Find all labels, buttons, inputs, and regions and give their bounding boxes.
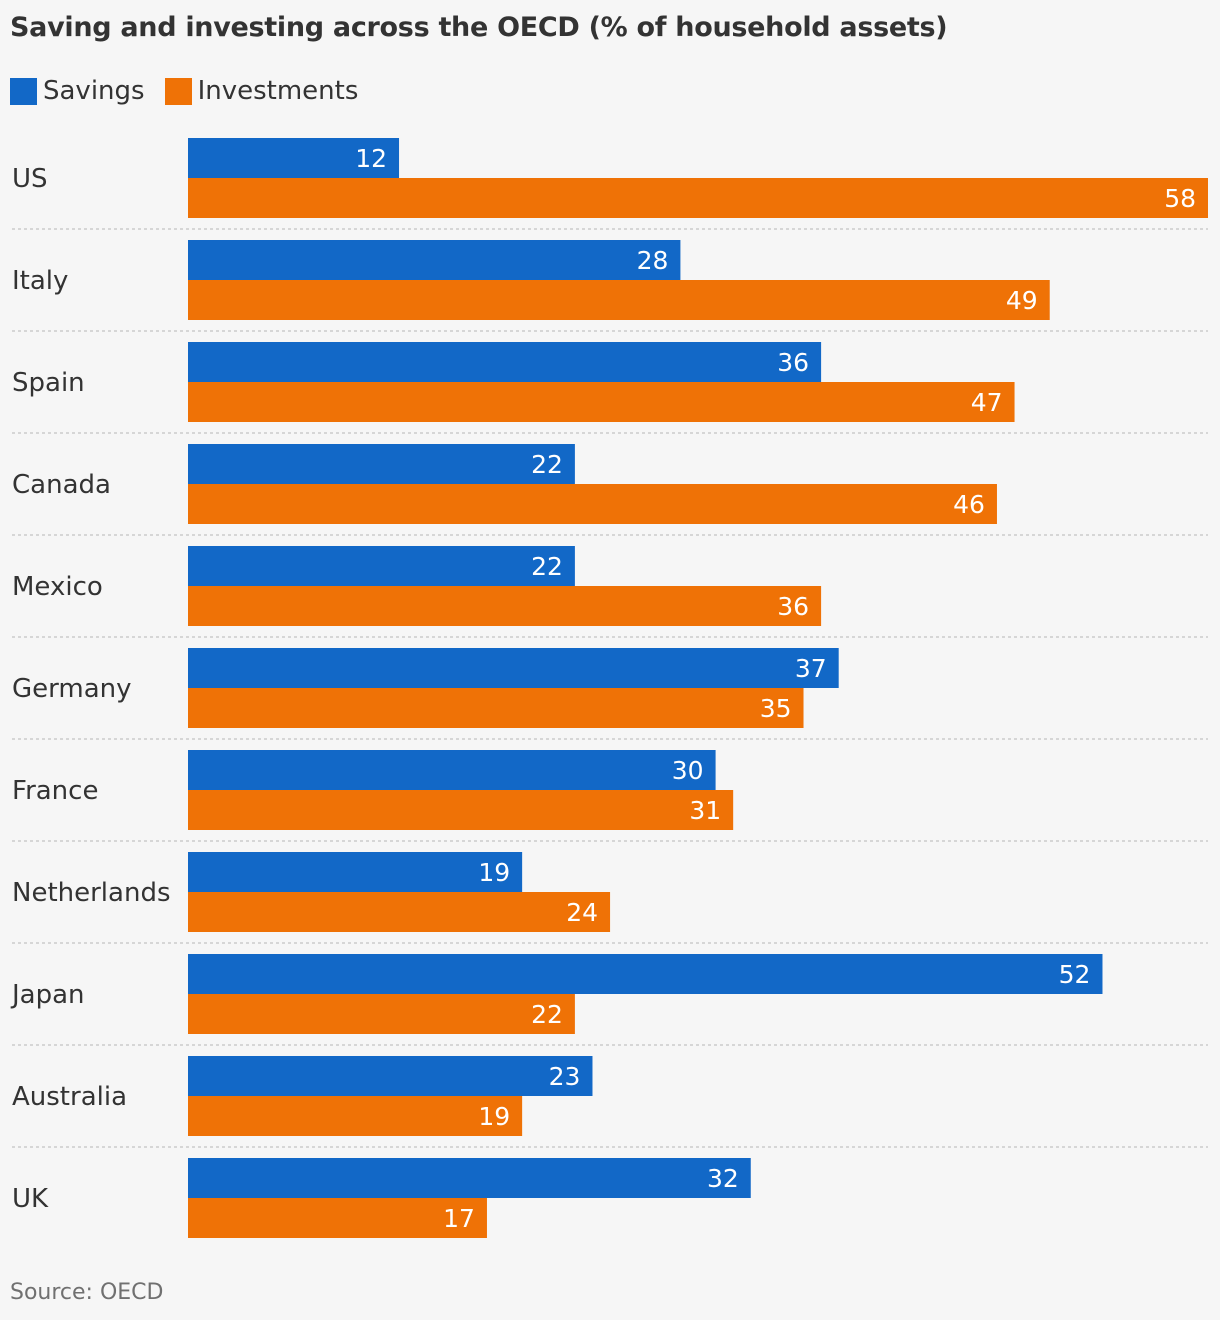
bar-investments-italy bbox=[188, 280, 1050, 320]
bar-investments-mexico bbox=[188, 586, 822, 626]
value-label-investments-japan: 22 bbox=[531, 1000, 563, 1029]
category-label-germany: Germany bbox=[12, 674, 132, 704]
bar-savings-japan bbox=[188, 954, 1103, 994]
bar-investments-germany bbox=[188, 688, 804, 728]
value-label-investments-spain: 47 bbox=[971, 388, 1003, 417]
value-label-savings-australia: 23 bbox=[549, 1062, 581, 1091]
value-label-savings-us: 12 bbox=[355, 144, 387, 173]
bar-savings-uk bbox=[188, 1158, 751, 1198]
value-label-savings-spain: 36 bbox=[777, 348, 809, 377]
bar-savings-germany bbox=[188, 648, 839, 688]
category-label-italy: Italy bbox=[12, 266, 68, 296]
legend-label-savings: Savings bbox=[43, 76, 145, 106]
value-label-investments-us: 58 bbox=[1164, 184, 1196, 213]
bar-savings-canada bbox=[188, 444, 575, 484]
value-label-savings-japan: 52 bbox=[1059, 960, 1091, 989]
bar-investments-france bbox=[188, 790, 734, 830]
bar-investments-australia bbox=[188, 1096, 523, 1136]
legend: Savings Investments bbox=[10, 76, 378, 106]
value-label-investments-mexico: 36 bbox=[777, 592, 809, 621]
source-note: Source: OECD bbox=[10, 1280, 164, 1305]
value-label-savings-italy: 28 bbox=[637, 246, 669, 275]
value-label-investments-canada: 46 bbox=[953, 490, 985, 519]
legend-swatch-savings bbox=[10, 77, 37, 105]
value-label-savings-netherlands: 19 bbox=[478, 858, 510, 887]
chart-title: Saving and investing across the OECD (% … bbox=[10, 12, 948, 43]
value-label-investments-italy: 49 bbox=[1006, 286, 1038, 315]
value-label-investments-uk: 17 bbox=[443, 1204, 475, 1233]
bar-investments-netherlands bbox=[188, 892, 611, 932]
legend-label-investments: Investments bbox=[197, 76, 359, 106]
category-label-mexico: Mexico bbox=[12, 572, 103, 602]
bar-savings-us bbox=[188, 138, 400, 178]
bar-savings-australia bbox=[188, 1056, 593, 1096]
category-label-netherlands: Netherlands bbox=[12, 878, 171, 908]
bar-investments-japan bbox=[188, 994, 575, 1034]
value-label-savings-germany: 37 bbox=[795, 654, 827, 683]
bar-savings-italy bbox=[188, 240, 681, 280]
bar-investments-canada bbox=[188, 484, 997, 524]
category-label-japan: Japan bbox=[10, 980, 85, 1010]
bar-savings-france bbox=[188, 750, 716, 790]
bar-savings-mexico bbox=[188, 546, 575, 586]
value-label-savings-mexico: 22 bbox=[531, 552, 563, 581]
bar-savings-netherlands bbox=[188, 852, 523, 892]
legend-item-investments: Investments bbox=[164, 76, 359, 106]
category-label-canada: Canada bbox=[12, 470, 111, 500]
bar-investments-us bbox=[188, 178, 1208, 218]
category-label-uk: UK bbox=[12, 1184, 49, 1214]
value-label-investments-netherlands: 24 bbox=[566, 898, 598, 927]
bar-savings-spain bbox=[188, 342, 822, 382]
bar-investments-uk bbox=[188, 1198, 487, 1238]
legend-item-savings: Savings bbox=[10, 76, 145, 106]
value-label-savings-uk: 32 bbox=[707, 1164, 739, 1193]
value-label-investments-australia: 19 bbox=[478, 1102, 510, 1131]
category-label-spain: Spain bbox=[12, 368, 85, 398]
category-label-us: US bbox=[12, 164, 48, 194]
bar-investments-spain bbox=[188, 382, 1015, 422]
value-label-investments-germany: 35 bbox=[760, 694, 792, 723]
value-label-savings-canada: 22 bbox=[531, 450, 563, 479]
category-label-australia: Australia bbox=[12, 1082, 127, 1112]
value-label-investments-france: 31 bbox=[689, 796, 721, 825]
category-label-france: France bbox=[12, 776, 98, 806]
value-label-savings-france: 30 bbox=[672, 756, 704, 785]
legend-swatch-investments bbox=[164, 77, 192, 105]
